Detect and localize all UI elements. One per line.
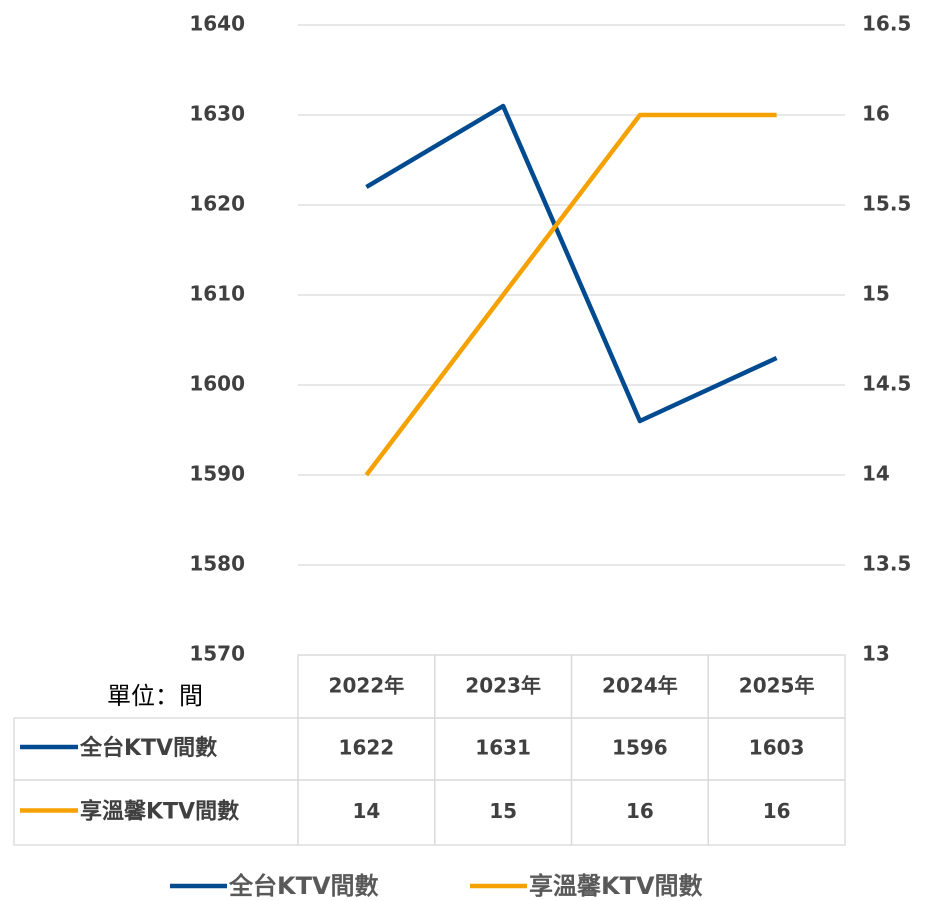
table-row-label: 全台KTV間數 — [79, 735, 217, 761]
table-header: 2023年 — [465, 674, 541, 698]
y-tick-label: 1590 — [189, 462, 245, 486]
y2-tick-label: 15 — [862, 282, 890, 306]
table-value: 1622 — [339, 736, 395, 760]
legend-label: 全台KTV間數 — [228, 872, 379, 900]
y-tick-label: 1640 — [189, 12, 245, 36]
legend-label: 享溫馨KTV間數 — [529, 872, 703, 900]
table-value: 16 — [626, 799, 654, 823]
series-line — [366, 106, 776, 421]
y2-tick-label: 16 — [862, 102, 890, 126]
table-header: 2022年 — [329, 674, 405, 698]
y-tick-label: 1620 — [189, 192, 245, 216]
y2-tick-label: 14 — [862, 462, 890, 486]
unit-label: 單位：間 — [107, 682, 203, 710]
table-value: 14 — [352, 799, 380, 823]
y-tick-label: 1570 — [189, 642, 245, 666]
table-header: 2025年 — [739, 674, 815, 698]
table-header: 2024年 — [602, 674, 678, 698]
y-tick-label: 1580 — [189, 552, 245, 576]
table-value: 1596 — [612, 736, 668, 760]
y-tick-label: 1610 — [189, 282, 245, 306]
y2-tick-label: 14.5 — [862, 372, 911, 396]
y-tick-label: 1630 — [189, 102, 245, 126]
table-value: 1631 — [475, 736, 531, 760]
y2-tick-label: 13.5 — [862, 552, 911, 576]
y2-tick-label: 13 — [862, 642, 890, 666]
y-tick-label: 1600 — [189, 372, 245, 396]
y2-tick-label: 16.5 — [862, 12, 911, 36]
table-row-label: 享溫馨KTV間數 — [80, 799, 239, 825]
table-value: 16 — [763, 799, 791, 823]
table-value: 1603 — [749, 736, 805, 760]
y2-tick-label: 15.5 — [862, 192, 911, 216]
table-value: 15 — [489, 799, 517, 823]
chart: 單位：間 1570 1580 1590 1600 1610 1620 1630 1640 13 1… — [0, 0, 935, 901]
